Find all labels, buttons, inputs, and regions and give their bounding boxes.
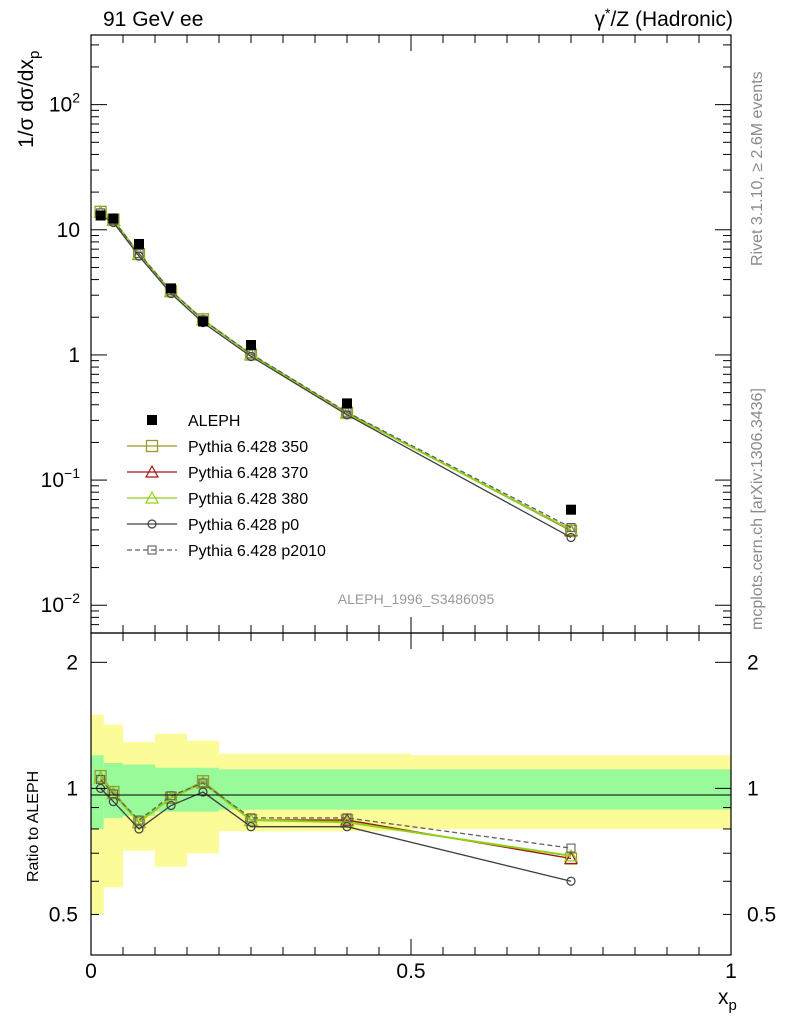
main-y-tick-label: 10−1 — [41, 465, 81, 492]
axis-tick-labels: 10−2 10−1 1 10 102 0.5 0.5 1 1 2 2 0 0.5 1 — [41, 90, 777, 983]
ratio-point-p2010 — [198, 778, 208, 788]
legend-marker-p2010 — [147, 545, 157, 555]
main-line-p380 — [100, 211, 572, 531]
ratio-point-p2010 — [108, 789, 118, 799]
main-point-p380 — [563, 522, 579, 536]
ratio-point-p0 — [166, 800, 176, 811]
x-tick-label: 1 — [725, 960, 737, 983]
data-point — [134, 238, 144, 249]
ratio-point-p380 — [243, 812, 259, 826]
ratio-point-p380 — [93, 770, 108, 784]
x-axis-label: xp — [718, 986, 737, 1014]
data-point — [166, 283, 176, 294]
main-y-tick-label: 102 — [49, 90, 80, 117]
x-tick-label: 0.5 — [396, 960, 425, 983]
data-point — [198, 316, 208, 327]
legend-label-p370: Pythia 6.428 370 — [188, 465, 308, 482]
ratio-point-p0 — [198, 787, 208, 797]
main-y-axis-label: 1/σ dσ/dxp — [15, 51, 43, 148]
analysis-watermark: ALEPH_1996_S3486095 — [338, 591, 495, 607]
ratio-point-p2010 — [566, 843, 576, 853]
legend-marker-data — [147, 415, 157, 425]
x-tick-label: 0 — [85, 960, 97, 983]
mcplots-note: mcplots.cern.ch [arXiv:1306.3436] — [749, 388, 766, 630]
ratio-y-tick-label-left: 0.5 — [49, 903, 78, 926]
data-point — [342, 398, 352, 409]
ratio-point-p380 — [106, 786, 121, 800]
ratio-line-p0 — [100, 787, 572, 882]
ratio-point-p370 — [563, 851, 579, 865]
main-frame — [90, 34, 732, 634]
ratio-point-p2010 — [342, 813, 352, 823]
ratio-y-tick-label-right: 2 — [747, 651, 759, 674]
data-point — [95, 210, 106, 221]
main-point-p2010 — [134, 248, 144, 259]
main-point-p0 — [566, 532, 576, 543]
ratio-point-p0 — [134, 824, 144, 834]
legend-label-p350: Pythia 6.428 350 — [188, 439, 308, 456]
ratio-point-p380 — [563, 848, 579, 862]
main-line-p370 — [100, 211, 572, 532]
legend-marker-p350 — [145, 439, 159, 453]
ratio-point-p0 — [246, 822, 256, 832]
legend-marker-p380 — [144, 490, 160, 504]
ratio-point-p2010 — [246, 813, 256, 823]
process-title: γ*/Z (Hadronic) — [595, 5, 733, 31]
ratio-point-p2010 — [96, 774, 106, 785]
rivet-note: Rivet 3.1.10, ≥ 2.6M events — [749, 71, 766, 266]
ratio-point-p370 — [339, 812, 355, 826]
legend-label-p0: Pythia 6.428 p0 — [188, 517, 299, 534]
main-point-p2010 — [566, 522, 576, 533]
energy-title: 91 GeV ee — [103, 8, 203, 31]
band-inner-bin — [283, 769, 411, 810]
ratio-point-p2010 — [166, 791, 176, 801]
main-line-p0 — [100, 214, 572, 539]
legend: ALEPH Pythia 6.428 350 Pythia 6.428 370 Pyt… — [127, 413, 326, 560]
band-inner-bin — [91, 755, 104, 829]
ratio-y-tick-label-left: 1 — [66, 777, 78, 800]
ratio-point-p0 — [342, 822, 352, 832]
ratio-y-tick-label-left: 2 — [66, 651, 78, 674]
uncertainty-bands — [91, 714, 731, 915]
legend-marker-p0 — [147, 519, 157, 529]
band-inner-bin — [123, 764, 155, 816]
data-point — [108, 213, 119, 224]
main-line-p350 — [100, 211, 572, 532]
legend-label-p2010: Pythia 6.428 p2010 — [188, 543, 326, 560]
ratio-point-p380 — [131, 815, 147, 828]
data-point — [246, 340, 256, 351]
band-inner-bin — [411, 769, 731, 810]
legend-label-p380: Pythia 6.428 380 — [188, 491, 308, 508]
ratio-series — [93, 769, 579, 886]
ratio-y-axis-label: Ratio to ALEPH — [25, 771, 42, 882]
main-line-p2010 — [100, 212, 572, 529]
ratio-point-p2010 — [134, 815, 144, 825]
ratio-y-tick-label-right: 0.5 — [747, 903, 776, 926]
main-y-tick-label: 10−2 — [41, 590, 81, 617]
ratio-point-p380 — [163, 790, 179, 804]
data-point — [566, 504, 576, 515]
ratio-point-p0 — [566, 876, 576, 886]
ratio-y-tick-label-right: 1 — [747, 777, 759, 800]
legend-label-data: ALEPH — [188, 413, 240, 430]
legend-marker-p370 — [144, 464, 160, 478]
main-series — [93, 205, 579, 543]
main-y-tick-label: 10 — [57, 219, 80, 242]
main-y-tick-label: 1 — [68, 344, 80, 367]
axis-ticks — [90, 35, 732, 956]
